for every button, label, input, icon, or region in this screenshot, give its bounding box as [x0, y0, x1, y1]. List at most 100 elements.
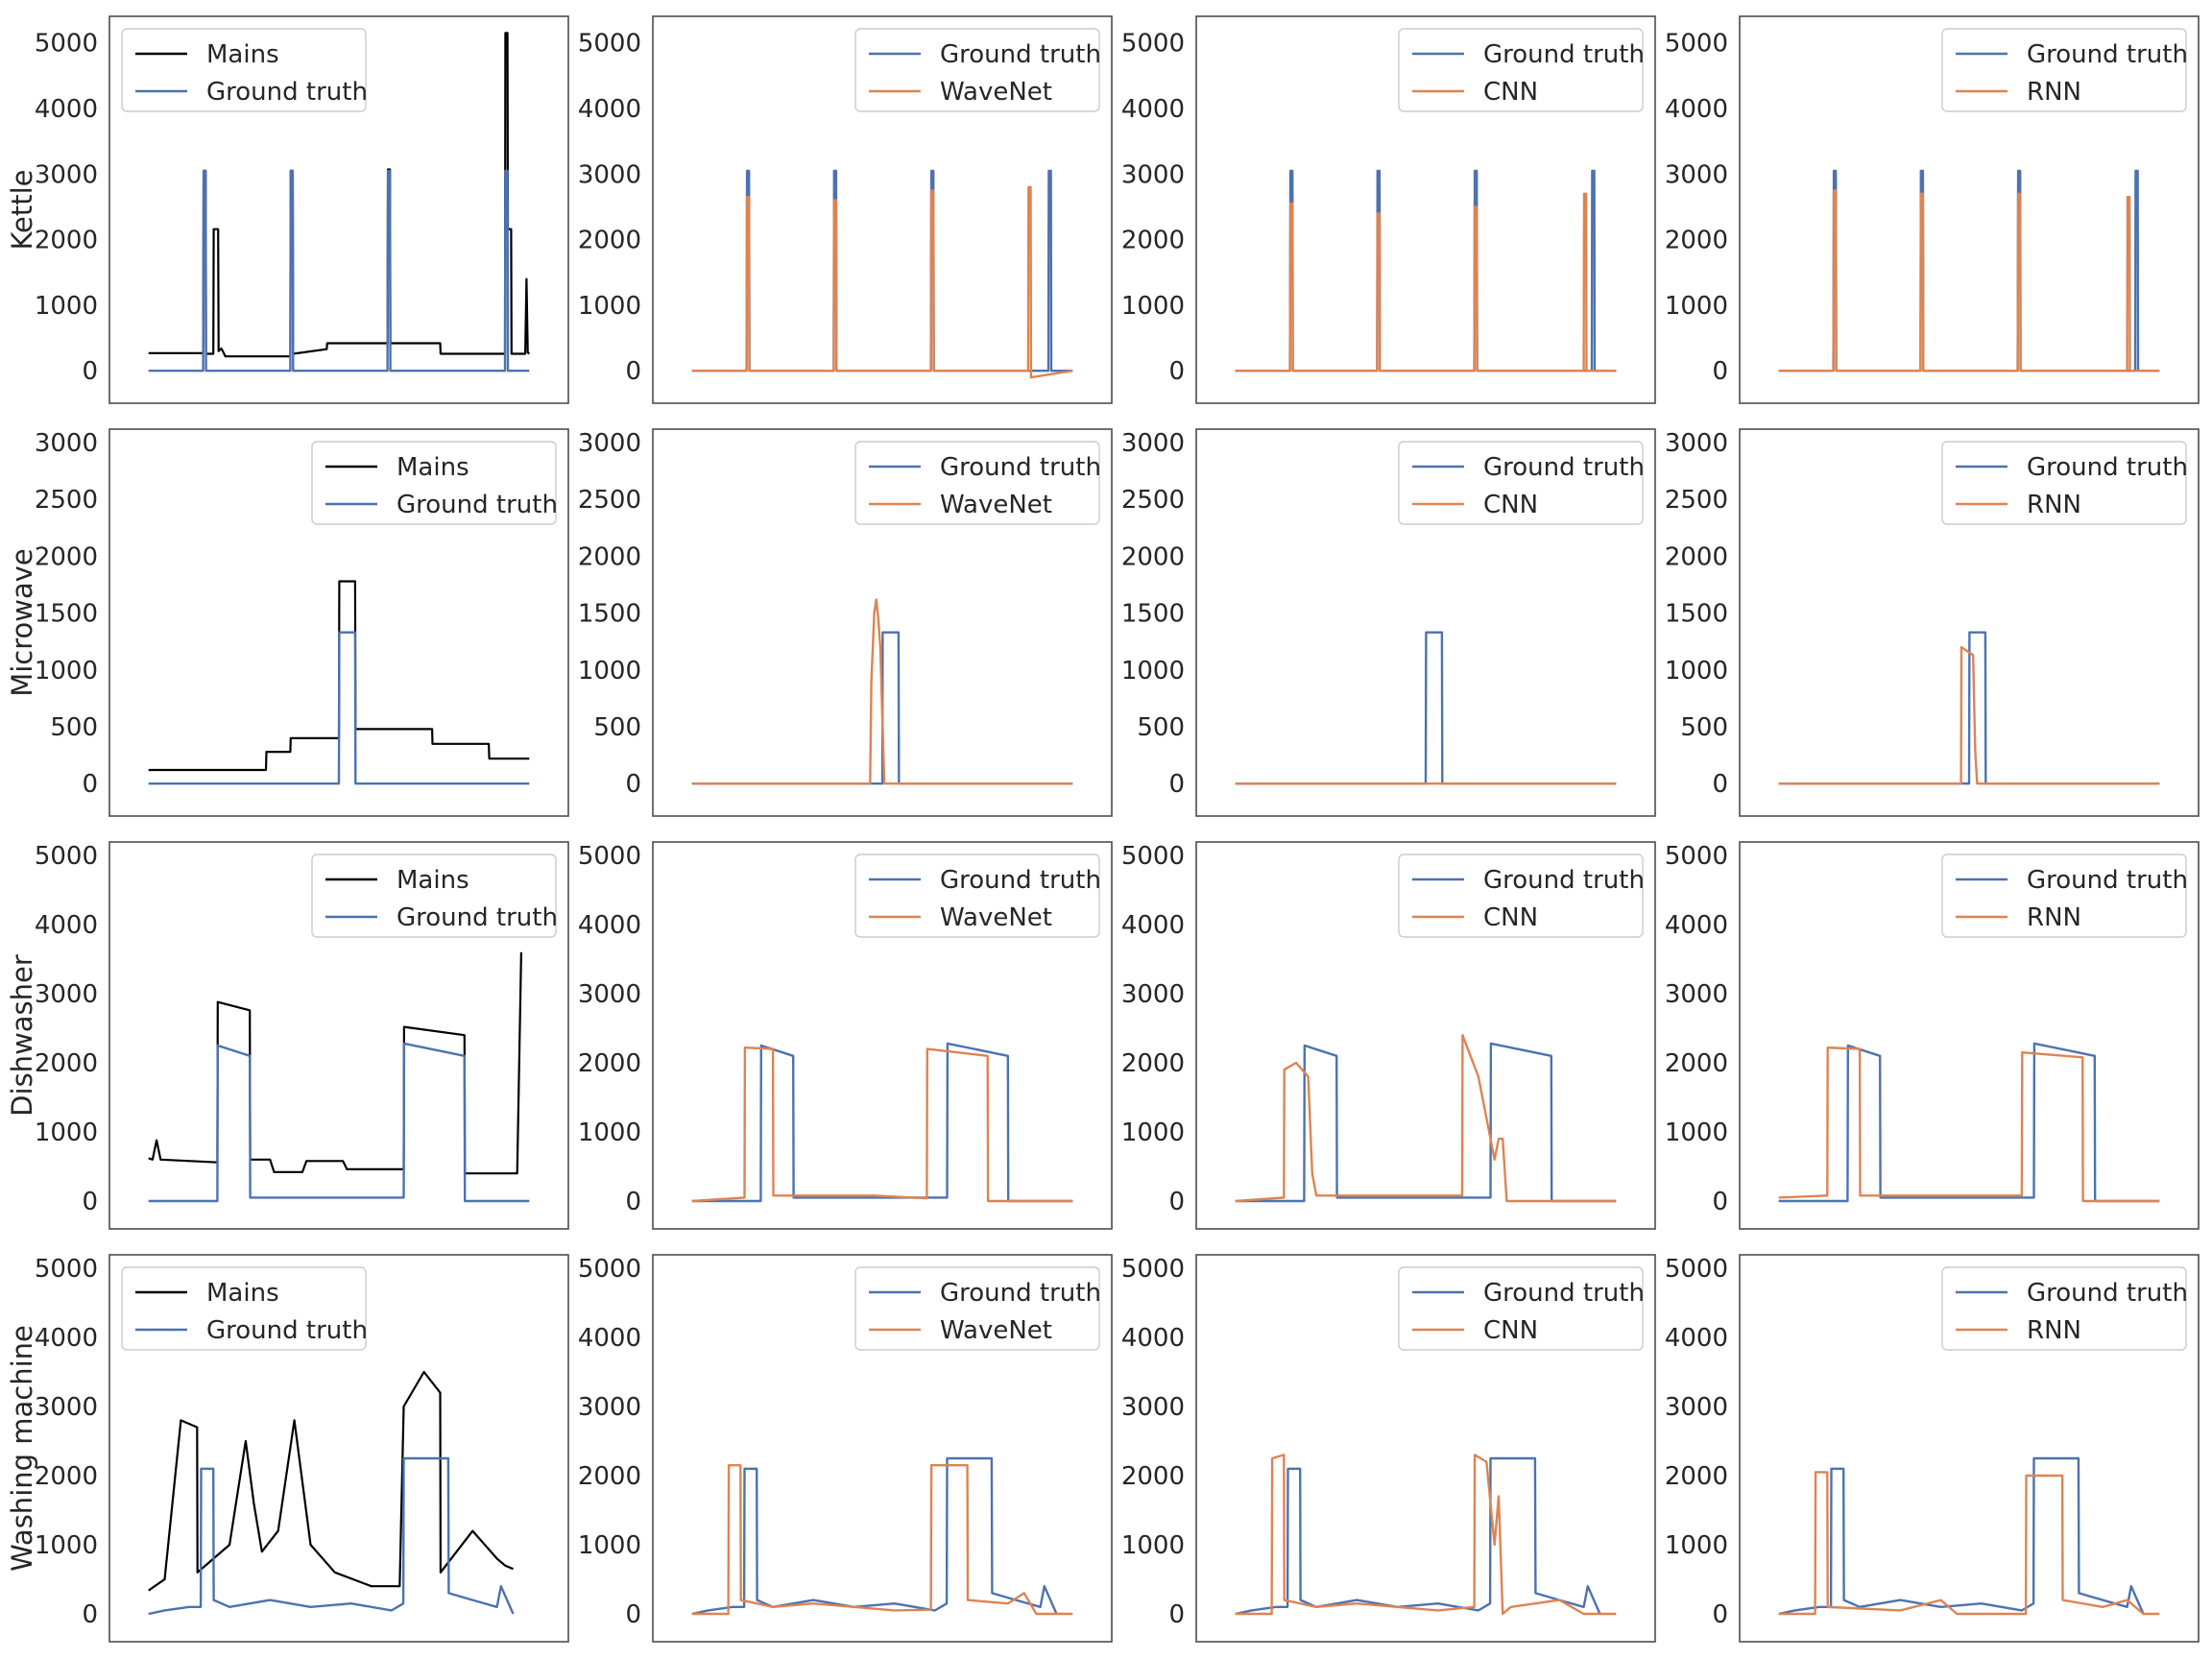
y-tick-label: 3000 [35, 160, 98, 189]
legend: Mains Ground truth [311, 441, 558, 525]
legend-label: Mains [397, 866, 469, 895]
subplot-r2-c4: 0 500 1000 1500 2000 2500 3000 Ground truth RNN [1665, 428, 2200, 817]
legend-label: Ground truth [2027, 866, 2188, 895]
legend-label: RNN [2027, 491, 2081, 519]
y-tick-label: 2000 [1121, 542, 1185, 571]
y-tick-label: 1000 [1665, 1118, 1728, 1147]
y-tick-label: 3000 [1121, 980, 1185, 1009]
subplot-r2-c2: 0 500 1000 1500 2000 2500 3000 Ground truth Wave… [578, 428, 1113, 817]
y-tick-label: 2000 [578, 1462, 641, 1491]
legend: Ground truth CNN [1398, 854, 1645, 938]
y-tick-label: 4000 [578, 1324, 641, 1353]
legend-label: RNN [2027, 78, 2081, 107]
y-tick-label: 1000 [1121, 1118, 1185, 1147]
y-tick-label: 5000 [1121, 842, 1185, 871]
y-tick-label: 2500 [1121, 486, 1185, 515]
series-line-mains [148, 951, 522, 1175]
legend-label: WaveNet [940, 491, 1052, 519]
y-tick-label: 2000 [578, 227, 641, 255]
y-tick-label: 4000 [1665, 1324, 1728, 1353]
series-line-ground-truth [691, 1042, 1073, 1203]
y-tick-label: 2000 [1121, 1462, 1185, 1491]
series-line-mains [148, 580, 530, 772]
legend-label: WaveNet [940, 903, 1052, 932]
y-tick-label: 0 [625, 1188, 641, 1216]
subplot-r4-c1: 0 1000 2000 3000 4000 5000 Washing machine Main… [6, 1254, 569, 1643]
y-tick-label: 0 [82, 1600, 98, 1629]
series-line-rnn [1778, 1471, 2160, 1616]
legend: Ground truth RNN [1941, 854, 2188, 938]
subplot-r4-c4: 0 1000 2000 3000 4000 5000 Ground truth RNN [1665, 1254, 2200, 1643]
series-line-ground-truth [148, 169, 530, 373]
legend-label: Ground truth [1483, 40, 1645, 69]
legend-label: CNN [1483, 491, 1538, 519]
series-line-ground-truth [1778, 1042, 2160, 1203]
y-tick-label: 3000 [578, 160, 641, 189]
y-tick-label: 2500 [35, 486, 98, 515]
subplot-r1-c2: 0 1000 2000 3000 4000 5000 Ground truth WaveNet [578, 15, 1113, 404]
subplot-r1-c4: 0 1000 2000 3000 4000 5000 Ground truth RNN [1665, 15, 2200, 404]
y-tick-label: 1000 [35, 1118, 98, 1147]
y-tick-label: 2000 [1665, 227, 1728, 255]
legend: Ground truth RNN [1941, 28, 2188, 112]
series-line-mains [148, 32, 531, 358]
y-tick-label: 3000 [1121, 429, 1185, 458]
legend-label: Ground truth [1483, 1279, 1645, 1308]
subplot-r1-c1: 0 1000 2000 3000 4000 5000 Kettle Mains Ground t… [6, 15, 569, 404]
y-tick-label: 0 [1712, 357, 1728, 386]
legend-label: Ground truth [2027, 1279, 2188, 1308]
legend-label: WaveNet [940, 1316, 1052, 1345]
y-tick-label: 1000 [578, 1118, 641, 1147]
y-tick-label: 4000 [1665, 911, 1728, 940]
y-tick-label: 4000 [1121, 1324, 1185, 1353]
y-tick-label: 3000 [1665, 429, 1728, 458]
subplot-r2-c1: 0 500 1000 1500 2000 2500 3000 Microwave Mains Gr… [6, 428, 569, 817]
y-tick-label: 5000 [578, 1255, 641, 1284]
subplot-r3-c2: 0 1000 2000 3000 4000 5000 Ground truth WaveNet [578, 841, 1113, 1230]
subplot-r4-c3: 0 1000 2000 3000 4000 5000 Ground truth CNN [1121, 1254, 1656, 1643]
legend-label: Mains [206, 40, 279, 69]
y-tick-label: 0 [625, 1600, 641, 1629]
y-tick-label: 2000 [35, 542, 98, 571]
y-tick-label: 500 [1137, 713, 1185, 742]
legend-label: Ground truth [397, 903, 558, 932]
legend-label: CNN [1483, 903, 1538, 932]
legend-label: Ground truth [2027, 40, 2188, 69]
series-line-wavenet [691, 1046, 1073, 1203]
y-tick-label: 5000 [1665, 1255, 1728, 1284]
series-line-ground-truth [1235, 1456, 1601, 1616]
legend: Mains Ground truth [121, 28, 368, 112]
y-tick-label: 0 [82, 1188, 98, 1216]
legend-label: Ground truth [1483, 866, 1645, 895]
y-tick-label: 3000 [1121, 160, 1185, 189]
y-tick-label: 3000 [35, 429, 98, 458]
series-line-rnn [1778, 1046, 2160, 1203]
legend: Mains Ground truth [311, 854, 558, 938]
y-tick-label: 0 [1168, 357, 1185, 386]
y-tick-label: 2000 [1121, 1049, 1185, 1078]
series-line-cnn [1235, 1454, 1617, 1616]
y-tick-label: 5000 [578, 30, 641, 59]
subplot-r4-c2: 0 1000 2000 3000 4000 5000 Ground truth WaveNet [578, 1254, 1113, 1643]
series-line-ground-truth [148, 631, 530, 785]
y-tick-label: 1000 [1121, 657, 1185, 685]
legend: Ground truth WaveNet [854, 28, 1101, 112]
y-tick-label: 5000 [35, 842, 98, 871]
legend-label: CNN [1483, 1316, 1538, 1345]
y-tick-label: 4000 [35, 1324, 98, 1353]
y-tick-label: 2000 [1665, 1049, 1728, 1078]
legend: Ground truth WaveNet [854, 854, 1101, 938]
legend: Ground truth CNN [1398, 441, 1645, 525]
subplot-r3-c1: 0 1000 2000 3000 4000 5000 Dishwasher Mains Grou… [6, 841, 569, 1230]
y-tick-label: 2500 [1665, 486, 1728, 515]
y-tick-label: 5000 [578, 842, 641, 871]
y-tick-label: 2000 [35, 227, 98, 255]
series-line-ground-truth [691, 1456, 1058, 1616]
subplot-r3-c3: 0 1000 2000 3000 4000 5000 Ground truth CNN [1121, 841, 1656, 1230]
y-tick-label: 1000 [578, 657, 641, 685]
row-label: Kettle [6, 169, 38, 250]
y-tick-label: 0 [1712, 770, 1728, 799]
y-tick-label: 500 [1680, 713, 1728, 742]
y-tick-label: 2000 [1121, 227, 1185, 255]
